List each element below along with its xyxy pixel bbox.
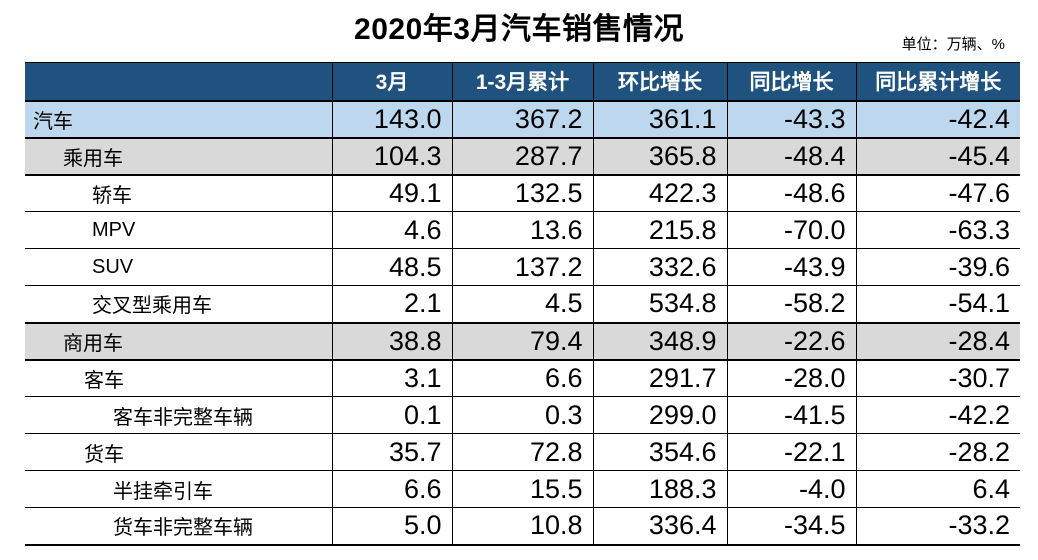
cell-value: 367.2 (451, 99, 594, 139)
cell-value: 49.1 (331, 174, 453, 212)
cell-value: 336.4 (592, 507, 728, 546)
row-label: 商用车 (25, 321, 333, 361)
cell-value: 104.3 (331, 136, 453, 176)
header-cell-yoy-growth: 同比增长 (726, 62, 857, 102)
cell-value: 332.6 (592, 248, 728, 286)
row-label: 轿车 (25, 174, 333, 212)
cell-value: 188.3 (592, 470, 728, 508)
cell-value: -30.7 (855, 359, 1020, 397)
header-cell-march: 3月 (331, 62, 453, 102)
cell-value: 6.6 (451, 359, 594, 397)
header-cell-yoy-cum-growth: 同比累计增长 (855, 62, 1020, 102)
table-row-passenger: 乘用车 104.3 287.7 365.8 -48.4 -45.4 (25, 136, 1020, 176)
table-row-crossover: 交叉型乘用车 2.1 4.5 534.8 -58.2 -54.1 (25, 285, 1020, 323)
cell-value: -70.0 (726, 211, 857, 249)
table-row-bus-incomplete: 客车非完整车辆 0.1 0.3 299.0 -41.5 -42.2 (25, 396, 1020, 434)
row-label: 乘用车 (25, 136, 333, 176)
cell-value: 422.3 (592, 174, 728, 212)
cell-value: 6.4 (855, 470, 1020, 508)
cell-value: 4.6 (331, 211, 453, 249)
table-row-semi-trailer: 半挂牵引车 6.6 15.5 188.3 -4.0 6.4 (25, 470, 1020, 508)
cell-value: 0.3 (451, 396, 594, 434)
row-label: SUV (25, 248, 333, 286)
cell-value: -48.6 (726, 174, 857, 212)
cell-value: -28.4 (855, 321, 1020, 361)
row-label: 客车非完整车辆 (25, 396, 333, 434)
table-row-suv: SUV 48.5 137.2 332.6 -43.9 -39.6 (25, 248, 1020, 286)
cell-value: -54.1 (855, 285, 1020, 323)
header-cell-cumulative: 1-3月累计 (451, 62, 594, 102)
cell-value: 348.9 (592, 321, 728, 361)
table-row-sedan: 轿车 49.1 132.5 422.3 -48.6 -47.6 (25, 174, 1020, 212)
table-row-auto-total: 汽车 143.0 367.2 361.1 -43.3 -42.4 (25, 99, 1020, 139)
table-row-mpv: MPV 4.6 13.6 215.8 -70.0 -63.3 (25, 211, 1020, 249)
cell-value: 365.8 (592, 136, 728, 176)
cell-value: -43.9 (726, 248, 857, 286)
cell-value: 6.6 (331, 470, 453, 508)
cell-value: 13.6 (451, 211, 594, 249)
table-row-truck: 货车 35.7 72.8 354.6 -22.1 -28.2 (25, 433, 1020, 471)
row-label: 半挂牵引车 (25, 470, 333, 508)
cell-value: 10.8 (451, 507, 594, 546)
row-label: 货车非完整车辆 (25, 507, 333, 546)
cell-value: 79.4 (451, 321, 594, 361)
cell-value: -42.4 (855, 99, 1020, 139)
unit-note: 单位：万辆、% (901, 36, 1005, 53)
cell-value: 132.5 (451, 174, 594, 212)
cell-value: 2.1 (331, 285, 453, 323)
cell-value: 48.5 (331, 248, 453, 286)
table-row-commercial: 商用车 38.8 79.4 348.9 -22.6 -28.4 (25, 321, 1020, 361)
cell-value: 534.8 (592, 285, 728, 323)
cell-value: 287.7 (451, 136, 594, 176)
row-label: 汽车 (25, 99, 333, 139)
row-label: 客车 (25, 359, 333, 397)
cell-value: -28.0 (726, 359, 857, 397)
cell-value: -28.2 (855, 433, 1020, 471)
cell-value: 15.5 (451, 470, 594, 508)
cell-value: -39.6 (855, 248, 1020, 286)
cell-value: -41.5 (726, 396, 857, 434)
cell-value: -58.2 (726, 285, 857, 323)
cell-value: 38.8 (331, 321, 453, 361)
cell-value: -48.4 (726, 136, 857, 176)
row-label: 交叉型乘用车 (25, 285, 333, 323)
row-label: 货车 (25, 433, 333, 471)
cell-value: 291.7 (592, 359, 728, 397)
row-label: MPV (25, 211, 333, 249)
cell-value: -63.3 (855, 211, 1020, 249)
cell-value: 143.0 (331, 99, 453, 139)
cell-value: -43.3 (726, 99, 857, 139)
cell-value: 5.0 (331, 507, 453, 546)
cell-value: -45.4 (855, 136, 1020, 176)
cell-value: 0.1 (331, 396, 453, 434)
header-cell-blank (25, 62, 333, 102)
table-row-bus: 客车 3.1 6.6 291.7 -28.0 -30.7 (25, 359, 1020, 397)
cell-value: 354.6 (592, 433, 728, 471)
table-header-row: 3月 1-3月累计 环比增长 同比增长 同比累计增长 (25, 62, 1020, 102)
cell-value: -22.6 (726, 321, 857, 361)
header-cell-mom-growth: 环比增长 (592, 62, 728, 102)
cell-value: 361.1 (592, 99, 728, 139)
cell-value: 215.8 (592, 211, 728, 249)
cell-value: 3.1 (331, 359, 453, 397)
cell-value: 35.7 (331, 433, 453, 471)
table-row-truck-incomplete: 货车非完整车辆 5.0 10.8 336.4 -34.5 -33.2 (25, 507, 1020, 546)
cell-value: -47.6 (855, 174, 1020, 212)
cell-value: -34.5 (726, 507, 857, 546)
cell-value: -42.2 (855, 396, 1020, 434)
cell-value: 137.2 (451, 248, 594, 286)
page-title: 2020年3月汽车销售情况 (354, 13, 684, 46)
cell-value: 72.8 (451, 433, 594, 471)
cell-value: -4.0 (726, 470, 857, 508)
cell-value: 4.5 (451, 285, 594, 323)
cell-value: 299.0 (592, 396, 728, 434)
sales-table: 3月 1-3月累计 环比增长 同比增长 同比累计增长 汽车 143.0 367.… (25, 62, 1020, 546)
cell-value: -22.1 (726, 433, 857, 471)
cell-value: -33.2 (855, 507, 1020, 546)
